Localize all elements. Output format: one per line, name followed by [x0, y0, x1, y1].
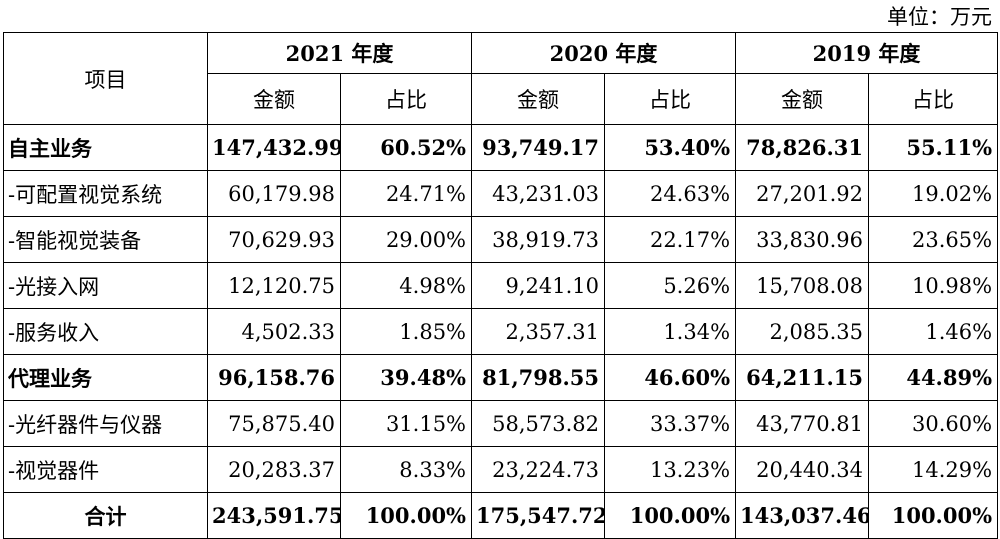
amount-cell: 20,440.34 — [735, 446, 870, 493]
table-row: 自主业务 147,432.99 60.52% 93,749.17 53.40% 78,82… — [3, 124, 999, 171]
amount-cell: 96,158.76 — [207, 354, 341, 401]
ratio-cell: 60.52% — [339, 124, 473, 171]
ratio-cell: 100.00% — [604, 492, 737, 539]
header-year-2019: 2019 年度 — [735, 32, 999, 74]
amount-cell: 12,120.75 — [207, 262, 341, 309]
row-label: -服务收入 — [3, 308, 208, 355]
amount-cell: 2,357.31 — [471, 308, 606, 355]
amount-cell: 9,241.10 — [471, 262, 606, 309]
table-row: -视觉器件 20,283.37 8.33% 23,224.73 13.23% 20,440… — [3, 446, 999, 493]
ratio-cell: 100.00% — [868, 492, 999, 539]
amount-cell: 58,573.82 — [471, 400, 606, 447]
ratio-cell: 24.71% — [339, 170, 473, 217]
amount-cell: 75,875.40 — [207, 400, 341, 447]
revenue-table: 项目 2021 年度 2020 年度 2019 年度 金额 占比 金额 占比 金… — [3, 32, 999, 539]
table-row: -可配置视觉系统 60,179.98 24.71% 43,231.03 24.63% 27… — [3, 170, 999, 217]
header-ratio: 占比 — [868, 73, 999, 125]
ratio-cell: 100.00% — [339, 492, 473, 539]
row-label: 合计 — [3, 492, 208, 539]
header-row-years: 项目 2021 年度 2020 年度 2019 年度 — [3, 32, 999, 125]
amount-cell: 33,830.96 — [735, 216, 870, 263]
ratio-cell: 55.11% — [868, 124, 999, 171]
table-row: -光纤器件与仪器 75,875.40 31.15% 58,573.82 33.37% 43… — [3, 400, 999, 447]
ratio-cell: 13.23% — [604, 446, 737, 493]
ratio-cell: 30.60% — [868, 400, 999, 447]
ratio-cell: 4.98% — [339, 262, 473, 309]
amount-cell: 43,770.81 — [735, 400, 870, 447]
header-year-2021: 2021 年度 — [206, 32, 473, 74]
amount-cell: 23,224.73 — [471, 446, 606, 493]
ratio-cell: 46.60% — [604, 354, 737, 401]
ratio-cell: 23.65% — [868, 216, 999, 263]
amount-cell: 93,749.17 — [471, 124, 606, 171]
amount-cell: 175,547.72 — [471, 492, 606, 539]
row-label: -可配置视觉系统 — [3, 170, 208, 217]
unit-label: 单位：万元 — [887, 5, 992, 29]
ratio-cell: 1.34% — [604, 308, 737, 355]
amount-cell: 2,085.35 — [735, 308, 870, 355]
amount-cell: 78,826.31 — [735, 124, 870, 171]
amount-cell: 70,629.93 — [207, 216, 341, 263]
ratio-cell: 44.89% — [868, 354, 999, 401]
ratio-cell: 10.98% — [868, 262, 999, 309]
ratio-cell: 8.33% — [339, 446, 473, 493]
table-row: -服务收入 4,502.33 1.85% 2,357.31 1.34% 2,085.35 1… — [3, 308, 999, 355]
row-label: 代理业务 — [3, 354, 208, 401]
row-label: -视觉器件 — [3, 446, 208, 493]
ratio-cell: 39.48% — [339, 354, 473, 401]
ratio-cell: 29.00% — [339, 216, 473, 263]
ratio-cell: 5.26% — [604, 262, 737, 309]
ratio-cell: 1.46% — [868, 308, 999, 355]
header-ratio: 占比 — [604, 73, 737, 125]
amount-cell: 4,502.33 — [207, 308, 341, 355]
amount-cell: 27,201.92 — [735, 170, 870, 217]
ratio-cell: 53.40% — [604, 124, 737, 171]
ratio-cell: 31.15% — [339, 400, 473, 447]
ratio-cell: 22.17% — [604, 216, 737, 263]
header-amount: 金额 — [471, 73, 606, 125]
table-row: -智能视觉装备 70,629.93 29.00% 38,919.73 22.17% 33,… — [3, 216, 999, 263]
row-label: -光接入网 — [3, 262, 208, 309]
row-label: -智能视觉装备 — [3, 216, 208, 263]
amount-cell: 147,432.99 — [207, 124, 341, 171]
table-row: 代理业务 96,158.76 39.48% 81,798.55 46.60% 64,211… — [3, 354, 999, 401]
amount-cell: 81,798.55 — [471, 354, 606, 401]
ratio-cell: 24.63% — [604, 170, 737, 217]
amount-cell: 43,231.03 — [471, 170, 606, 217]
ratio-cell: 19.02% — [868, 170, 999, 217]
header-ratio: 占比 — [339, 73, 473, 125]
ratio-cell: 14.29% — [868, 446, 999, 493]
amount-cell: 38,919.73 — [471, 216, 606, 263]
amount-cell: 20,283.37 — [207, 446, 341, 493]
header-year-2020: 2020 年度 — [471, 32, 737, 74]
amount-cell: 15,708.08 — [735, 262, 870, 309]
ratio-cell: 1.85% — [339, 308, 473, 355]
amount-cell: 243,591.75 — [207, 492, 341, 539]
header-amount: 金额 — [207, 73, 341, 125]
table-row: -光接入网 12,120.75 4.98% 9,241.10 5.26% 15,708.0… — [3, 262, 999, 309]
row-label: 自主业务 — [3, 124, 208, 171]
amount-cell: 60,179.98 — [207, 170, 341, 217]
header-item: 项目 — [3, 32, 208, 125]
amount-cell: 64,211.15 — [735, 354, 870, 401]
total-row: 合计 243,591.75 100.00% 175,547.72 100.00% 143,… — [3, 492, 999, 539]
ratio-cell: 33.37% — [604, 400, 737, 447]
amount-cell: 143,037.46 — [735, 492, 870, 539]
header-amount: 金额 — [735, 73, 870, 125]
row-label: -光纤器件与仪器 — [3, 400, 208, 447]
